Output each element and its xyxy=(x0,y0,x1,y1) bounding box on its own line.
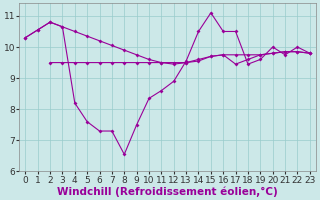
X-axis label: Windchill (Refroidissement éolien,°C): Windchill (Refroidissement éolien,°C) xyxy=(57,186,278,197)
